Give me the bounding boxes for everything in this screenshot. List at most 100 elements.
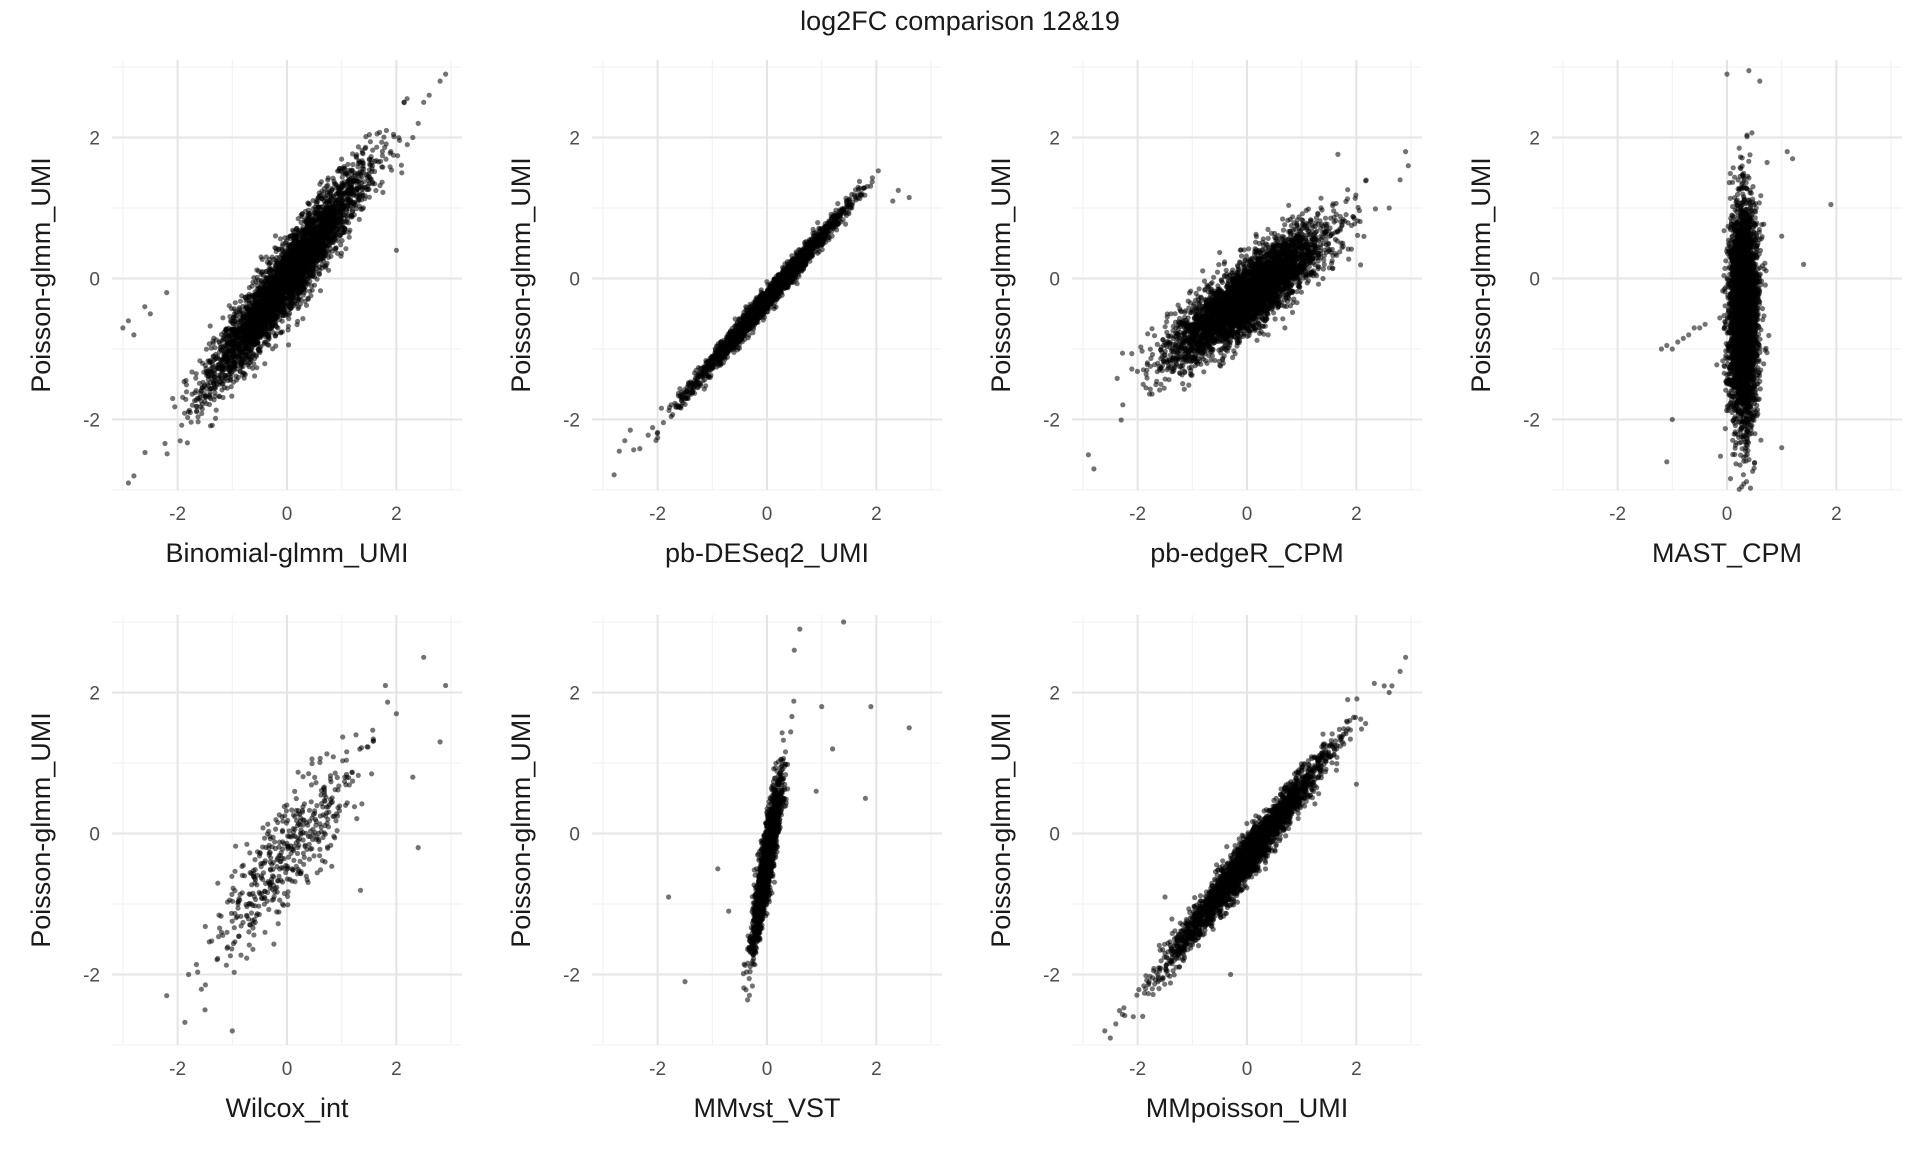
data-point [219, 338, 225, 344]
data-point [232, 344, 238, 350]
data-point [275, 314, 281, 320]
data-point [350, 208, 356, 214]
data-point [339, 190, 345, 196]
data-point [240, 370, 246, 376]
data-point [186, 407, 192, 413]
data-point [232, 361, 238, 367]
data-point [338, 250, 345, 256]
data-point [319, 188, 325, 194]
data-point [365, 186, 371, 192]
data-point [309, 264, 315, 270]
data-point [212, 378, 218, 384]
data-point [236, 309, 242, 315]
data-point [350, 161, 356, 168]
data-point [856, 178, 863, 184]
data-point [254, 306, 260, 313]
data-point [228, 384, 234, 390]
data-point [229, 393, 235, 399]
data-point [273, 331, 279, 337]
data-point [389, 167, 395, 173]
data-point [246, 354, 252, 360]
data-point [164, 451, 170, 457]
data-point [383, 141, 389, 147]
data-point [303, 257, 309, 264]
data-point [307, 288, 313, 294]
data-point [263, 287, 269, 293]
data-point [329, 229, 335, 235]
data-point [344, 203, 350, 210]
data-point [443, 71, 449, 77]
data-point [218, 367, 224, 373]
data-point [240, 315, 246, 321]
data-point [358, 172, 364, 178]
data-point [308, 225, 314, 231]
data-point [193, 375, 199, 381]
point-layer [611, 168, 912, 478]
data-point [318, 239, 324, 245]
data-point [356, 216, 362, 222]
data-point [298, 219, 304, 226]
data-point [369, 166, 375, 172]
data-point [364, 175, 370, 181]
data-point [399, 170, 405, 176]
data-point [355, 144, 361, 150]
data-point [326, 199, 332, 205]
data-point [263, 275, 269, 281]
data-point [248, 325, 255, 331]
data-point [287, 284, 293, 290]
x-tick-label: 0 [762, 504, 773, 525]
data-point [325, 175, 331, 181]
data-point [398, 162, 404, 168]
data-point [332, 223, 338, 229]
data-point [324, 225, 330, 231]
data-point [305, 207, 311, 213]
data-point [401, 99, 407, 105]
data-point [125, 480, 131, 486]
data-point [283, 268, 290, 274]
data-point [301, 289, 307, 296]
data-point [373, 187, 379, 194]
data-point [131, 473, 137, 479]
data-point [184, 440, 190, 446]
data-point [302, 237, 308, 243]
data-point [210, 354, 216, 360]
data-point [177, 438, 183, 444]
y-tick-label: -2 [83, 411, 100, 432]
data-point [343, 171, 349, 177]
data-point [131, 332, 137, 338]
data-point [342, 165, 348, 172]
data-point [410, 134, 416, 141]
data-point [258, 254, 264, 260]
data-point [285, 323, 291, 329]
data-point [314, 238, 320, 244]
data-point [262, 306, 268, 312]
data-point [325, 187, 331, 193]
data-point [308, 244, 314, 250]
data-point [162, 440, 168, 447]
data-point [271, 293, 277, 299]
data-point [252, 297, 258, 303]
data-point [338, 242, 344, 248]
data-point [249, 283, 255, 289]
data-point [164, 290, 170, 296]
y-tick-label: 2 [569, 129, 580, 150]
data-point [274, 266, 280, 272]
data-point [388, 149, 394, 155]
data-point [396, 135, 402, 141]
data-point [367, 139, 373, 145]
data-point [379, 179, 385, 185]
data-point [308, 293, 314, 299]
y-tick-label: 2 [89, 129, 100, 150]
data-point [263, 293, 269, 299]
data-point [351, 201, 357, 207]
data-point [258, 319, 264, 325]
data-point [372, 158, 378, 164]
data-point [329, 235, 335, 241]
data-point [354, 186, 360, 192]
data-point [212, 385, 218, 391]
data-point [284, 242, 290, 248]
data-point [262, 312, 268, 318]
data-point [253, 340, 259, 346]
data-point [317, 217, 324, 223]
data-point [212, 393, 218, 399]
